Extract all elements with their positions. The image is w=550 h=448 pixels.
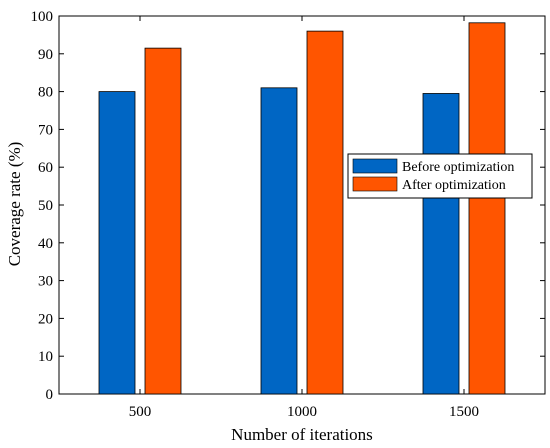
legend-swatch-after (352, 176, 398, 192)
legend: Before optimization After optimization (347, 153, 533, 199)
legend-label-after: After optimization (402, 178, 506, 193)
x-tick-label: 1000 (287, 404, 317, 420)
bar-before-1500 (422, 93, 460, 395)
x-tick-label: 1500 (449, 404, 479, 420)
bars (98, 22, 506, 395)
bar-before-1000 (260, 87, 298, 395)
y-tick-label: 40 (38, 236, 53, 252)
y-tick-label: 0 (46, 387, 54, 403)
bar-before-500 (98, 91, 136, 395)
legend-swatch-before (352, 158, 398, 174)
bar-after-1000 (306, 30, 344, 395)
y-tick-label: 60 (38, 160, 53, 176)
y-tick-label: 80 (38, 85, 53, 101)
y-tick-label: 50 (38, 198, 53, 214)
y-tick-label: 100 (31, 9, 54, 25)
y-tick-label: 20 (38, 311, 53, 327)
y-tick-label: 30 (38, 274, 53, 290)
y-tick-label: 10 (38, 349, 53, 365)
x-axis-label: Number of iterations (231, 425, 373, 444)
y-tick-label: 70 (38, 122, 53, 138)
x-axis-ticks: 500 1000 1500 (129, 16, 479, 420)
x-tick-label: 500 (129, 404, 152, 420)
y-axis-label: Coverage rate (%) (5, 142, 24, 267)
bar-after-500 (144, 47, 182, 395)
y-tick-label: 90 (38, 47, 53, 63)
y-axis-ticks: 0 10 20 30 40 50 60 70 80 90 100 (31, 9, 545, 403)
legend-label-before: Before optimization (402, 160, 514, 175)
bar-after-1500 (468, 22, 506, 395)
